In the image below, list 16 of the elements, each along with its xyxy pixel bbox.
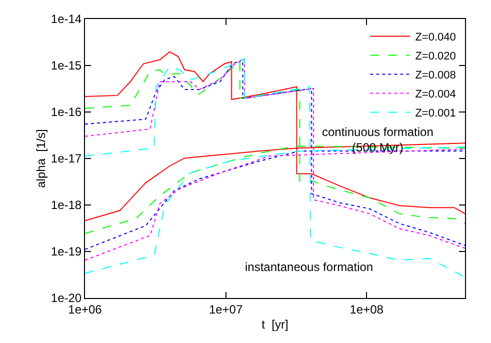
legend-label: Z=0.004 bbox=[415, 88, 456, 101]
y-tick-label: 1e-18 bbox=[50, 198, 82, 212]
legend-label: Z=0.040 bbox=[415, 32, 456, 44]
y-tick-label: 1e-19 bbox=[50, 244, 82, 259]
y-tick-label: 1e-17 bbox=[50, 152, 82, 166]
legend-label: Z=0.020 bbox=[415, 50, 456, 63]
legend-label: Z=0.001 bbox=[415, 108, 456, 120]
legend-label: Z=0.008 bbox=[415, 70, 456, 82]
y-tick-label: 1e-14 bbox=[50, 12, 82, 26]
x-tick-label: 1e+07 bbox=[208, 302, 243, 316]
y-tick-label: 1e-15 bbox=[50, 58, 82, 73]
x-tick-label: 1e+08 bbox=[350, 302, 384, 316]
x-axis-title: t [yr] bbox=[262, 317, 288, 332]
annotation: instantaneous formation bbox=[245, 260, 374, 274]
y-axis-title: alpha [1/s] bbox=[34, 129, 48, 188]
y-tick-label: 1e-16 bbox=[50, 105, 82, 120]
